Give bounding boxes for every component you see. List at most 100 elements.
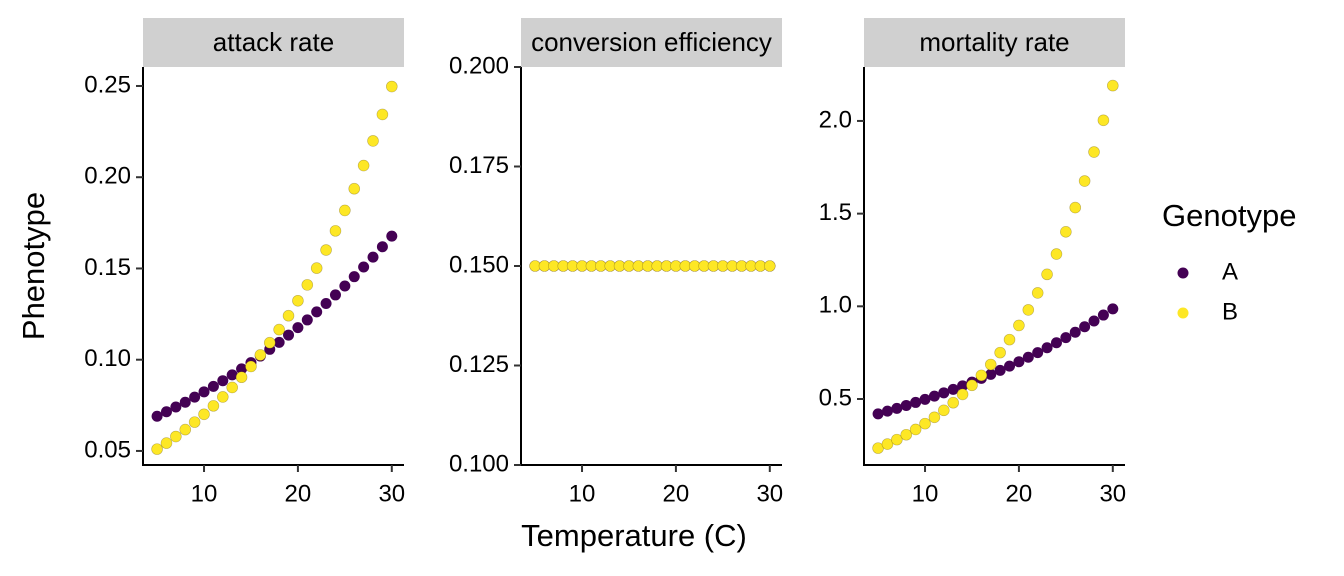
point xyxy=(1041,342,1053,354)
point xyxy=(189,391,201,403)
point xyxy=(1106,79,1119,92)
point xyxy=(966,379,978,392)
point xyxy=(1013,356,1025,368)
point xyxy=(1107,303,1119,315)
y-axis-title: Phenotype xyxy=(16,192,51,340)
panel-title: mortality rate xyxy=(919,27,1069,57)
point xyxy=(1041,268,1053,281)
point xyxy=(170,430,182,443)
point xyxy=(217,375,229,387)
point xyxy=(984,358,997,371)
point xyxy=(1032,347,1044,359)
point xyxy=(985,368,997,380)
legend-marker xyxy=(1177,307,1189,319)
strip xyxy=(864,18,1125,67)
legend-marker xyxy=(1177,267,1189,279)
point xyxy=(763,260,776,272)
point xyxy=(1022,304,1035,316)
point xyxy=(226,369,238,381)
point xyxy=(1088,146,1100,158)
point xyxy=(226,381,238,394)
point xyxy=(170,401,182,413)
y-tick-label: 0.05 xyxy=(84,436,131,463)
point xyxy=(245,360,257,373)
legend-label: B xyxy=(1222,298,1238,325)
point xyxy=(385,80,398,93)
x-tick-label: 20 xyxy=(663,480,690,507)
point xyxy=(947,383,959,395)
point xyxy=(900,428,913,441)
point xyxy=(1069,326,1081,338)
point xyxy=(329,289,341,301)
point xyxy=(956,388,969,401)
legend-title: Genotype xyxy=(1162,198,1296,233)
point xyxy=(1078,175,1091,187)
point xyxy=(273,336,285,348)
point xyxy=(376,241,388,253)
y-tick-label: 0.10 xyxy=(84,345,131,372)
point xyxy=(320,298,332,310)
point xyxy=(282,309,295,322)
point xyxy=(1088,315,1100,327)
point xyxy=(292,294,304,307)
point xyxy=(198,408,210,421)
point xyxy=(292,322,304,334)
point xyxy=(1060,226,1072,238)
point xyxy=(919,417,931,430)
strip xyxy=(521,18,782,67)
point xyxy=(301,314,313,326)
point xyxy=(339,280,351,292)
point xyxy=(947,396,959,409)
x-tick-label: 30 xyxy=(1099,480,1126,507)
point xyxy=(1060,332,1072,344)
point xyxy=(348,182,361,195)
x-tick-label: 10 xyxy=(569,480,596,507)
point xyxy=(891,433,903,446)
point xyxy=(151,410,163,422)
y-tick-label: 0.175 xyxy=(449,152,509,179)
point xyxy=(994,346,1006,359)
point xyxy=(1003,333,1016,346)
point xyxy=(320,244,332,256)
x-tick-label: 10 xyxy=(912,480,939,507)
point xyxy=(872,442,884,454)
panel-title: attack rate xyxy=(213,27,334,57)
legend-label: A xyxy=(1222,258,1238,285)
y-tick-label: 0.100 xyxy=(449,450,509,477)
point xyxy=(938,387,950,399)
point xyxy=(900,399,912,411)
point xyxy=(386,230,398,242)
point xyxy=(198,386,210,398)
point xyxy=(310,262,323,274)
point xyxy=(311,306,323,318)
point xyxy=(881,405,893,417)
x-tick-label: 30 xyxy=(378,480,405,507)
point xyxy=(273,323,285,336)
point xyxy=(910,396,922,408)
point xyxy=(358,261,370,273)
point xyxy=(994,364,1006,376)
y-tick-label: 0.125 xyxy=(449,351,509,378)
strip xyxy=(143,18,404,67)
point xyxy=(928,390,940,402)
y-tick-label: 0.150 xyxy=(449,251,509,278)
point xyxy=(301,279,314,291)
point xyxy=(1097,114,1110,127)
y-tick-label: 0.200 xyxy=(449,52,509,79)
y-tick-label: 2.0 xyxy=(819,106,852,133)
point xyxy=(348,271,360,283)
point xyxy=(957,380,969,392)
point xyxy=(909,423,922,436)
point xyxy=(357,159,370,172)
point xyxy=(891,402,903,414)
point xyxy=(1004,360,1016,372)
point xyxy=(367,251,379,263)
point xyxy=(1031,287,1044,299)
point xyxy=(928,411,941,424)
point xyxy=(1022,351,1034,363)
point xyxy=(919,393,931,405)
point xyxy=(188,416,201,428)
point xyxy=(1097,309,1109,321)
point xyxy=(1013,319,1025,332)
